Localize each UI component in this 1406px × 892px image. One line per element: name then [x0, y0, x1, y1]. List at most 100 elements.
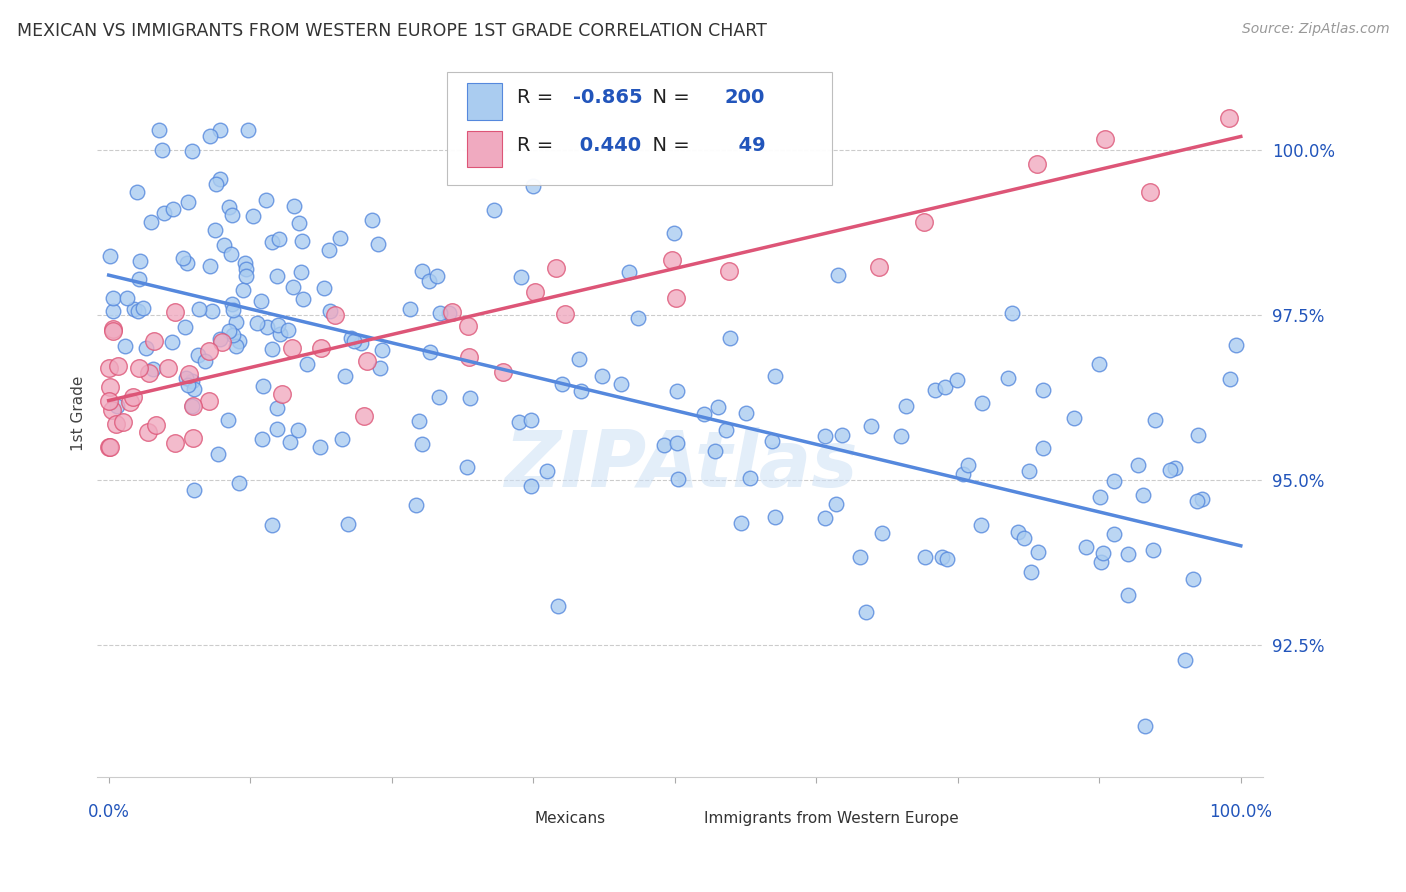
- Point: [180, 374, 202, 388]
- Point: [281, 279, 304, 293]
- Point: [266, 268, 288, 283]
- Point: [1032, 383, 1054, 397]
- Text: ZIPAtlas: ZIPAtlas: [503, 426, 858, 502]
- Point: [520, 479, 543, 493]
- Point: [814, 511, 837, 525]
- Point: [1132, 488, 1154, 502]
- Point: [235, 269, 257, 284]
- Text: 0.0%: 0.0%: [87, 803, 129, 822]
- Point: [98, 393, 121, 408]
- Point: [890, 428, 912, 442]
- Point: [1091, 546, 1114, 560]
- Y-axis label: 1st Grade: 1st Grade: [72, 376, 86, 451]
- Point: [132, 301, 155, 315]
- Point: [290, 265, 312, 279]
- Text: 100.0%: 100.0%: [1209, 803, 1272, 822]
- Point: [551, 377, 574, 392]
- Point: [335, 368, 357, 383]
- Point: [419, 345, 441, 359]
- Point: [174, 320, 197, 334]
- Point: [340, 331, 363, 345]
- Point: [662, 226, 685, 240]
- Point: [707, 400, 730, 414]
- Point: [371, 343, 394, 357]
- Point: [221, 297, 243, 311]
- Point: [187, 301, 209, 316]
- Point: [308, 440, 330, 454]
- Point: [1139, 186, 1161, 200]
- Point: [399, 301, 422, 316]
- Point: [418, 274, 440, 288]
- Point: [172, 252, 194, 266]
- Point: [894, 399, 917, 413]
- Point: [1074, 540, 1097, 554]
- Point: [198, 129, 221, 144]
- Point: [1026, 544, 1049, 558]
- Point: [197, 344, 219, 359]
- Point: [1032, 441, 1054, 455]
- Point: [291, 234, 314, 248]
- Point: [145, 417, 167, 432]
- Point: [361, 212, 384, 227]
- Point: [141, 215, 163, 229]
- Point: [249, 293, 271, 308]
- Point: [138, 366, 160, 380]
- Point: [870, 525, 893, 540]
- Point: [1218, 111, 1240, 125]
- Point: [252, 379, 274, 393]
- Point: [266, 401, 288, 416]
- Point: [523, 285, 546, 299]
- Point: [329, 231, 352, 245]
- Point: [236, 123, 259, 137]
- Point: [177, 195, 200, 210]
- Point: [277, 323, 299, 337]
- Point: [665, 291, 688, 305]
- Point: [411, 264, 433, 278]
- Point: [508, 415, 530, 429]
- Point: [311, 342, 333, 356]
- FancyBboxPatch shape: [467, 83, 502, 120]
- Point: [205, 177, 228, 191]
- Point: [181, 399, 204, 413]
- Point: [924, 383, 946, 397]
- Point: [260, 343, 283, 357]
- Point: [250, 432, 273, 446]
- Point: [292, 292, 315, 306]
- Point: [153, 206, 176, 220]
- Point: [1116, 589, 1139, 603]
- Point: [458, 392, 481, 406]
- Point: [98, 249, 121, 263]
- Text: N =: N =: [640, 88, 696, 107]
- Point: [1088, 490, 1111, 504]
- Point: [952, 467, 974, 482]
- Point: [1018, 464, 1040, 478]
- FancyBboxPatch shape: [669, 812, 695, 835]
- Point: [714, 423, 737, 437]
- Point: [103, 291, 125, 305]
- Point: [129, 254, 152, 268]
- Point: [868, 260, 890, 274]
- Point: [162, 202, 184, 217]
- Point: [831, 427, 853, 442]
- Point: [181, 431, 204, 445]
- Point: [222, 302, 245, 317]
- Point: [219, 247, 242, 261]
- Point: [735, 406, 758, 420]
- Point: [1143, 413, 1166, 427]
- Point: [1102, 527, 1125, 541]
- Point: [101, 403, 124, 417]
- Point: [136, 425, 159, 439]
- Point: [353, 409, 375, 423]
- Point: [163, 435, 186, 450]
- Point: [492, 365, 515, 379]
- Point: [330, 432, 353, 446]
- Point: [1187, 428, 1209, 442]
- Point: [520, 412, 543, 426]
- Point: [704, 444, 727, 458]
- Point: [208, 332, 231, 346]
- Point: [411, 437, 433, 451]
- Point: [142, 362, 165, 376]
- Point: [510, 270, 533, 285]
- Point: [319, 304, 342, 318]
- Point: [405, 498, 427, 512]
